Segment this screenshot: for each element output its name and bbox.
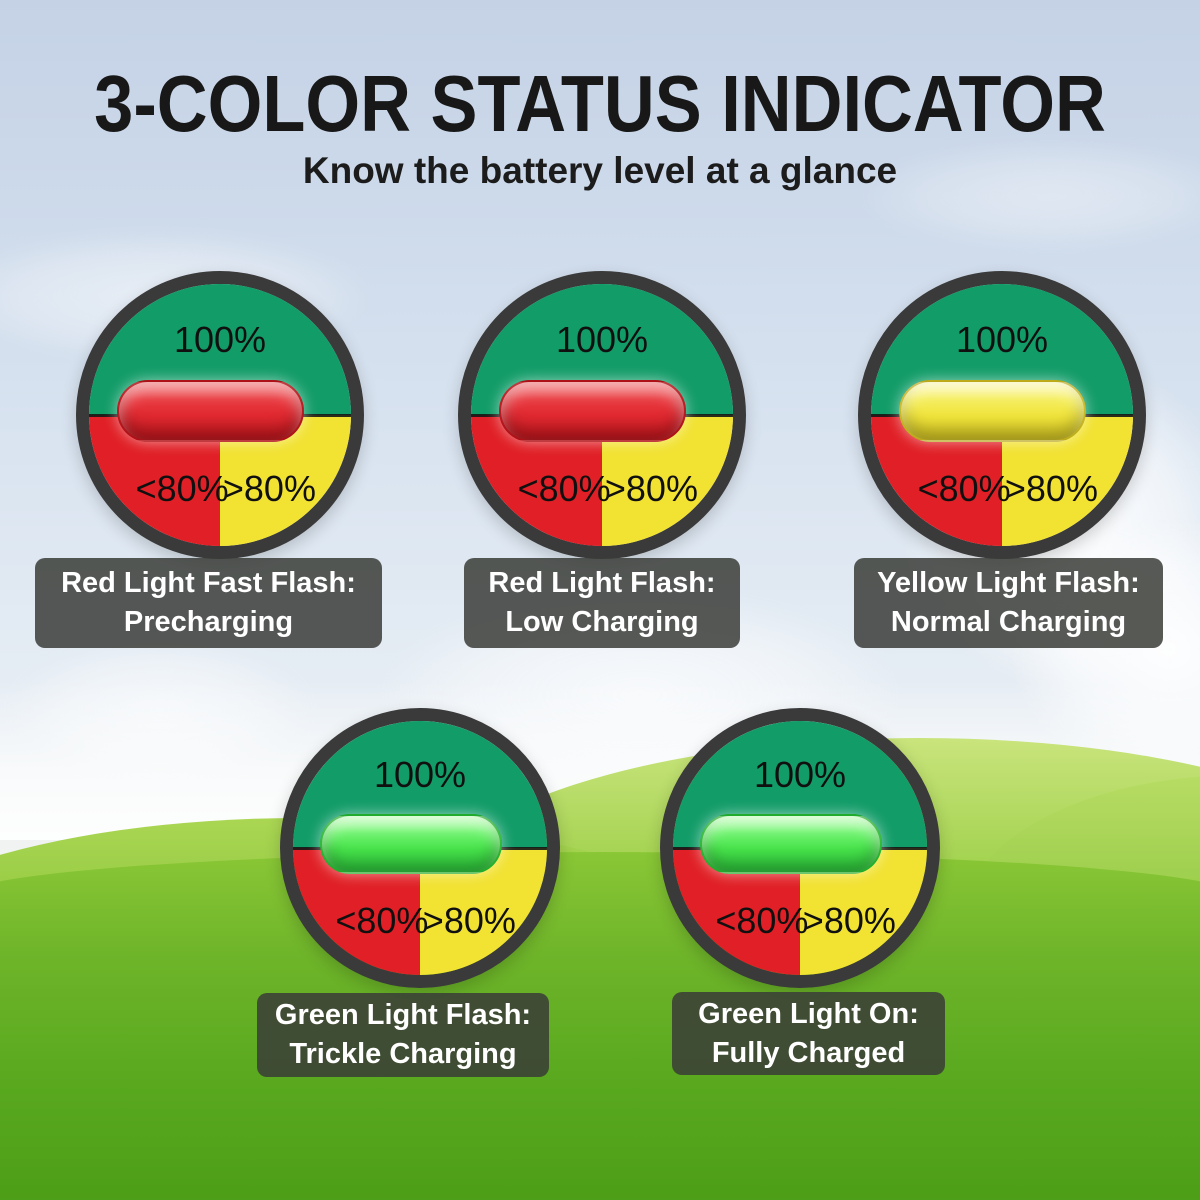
caption-line1: Red Light Flash: bbox=[488, 567, 716, 600]
led-pill bbox=[699, 813, 882, 875]
dial-label-below80: <80% bbox=[715, 899, 809, 941]
indicator-dial-low-charging: 100% <80% >80% bbox=[458, 271, 746, 559]
dial-label-below80: <80% bbox=[517, 468, 611, 510]
dial-label-above80: >80% bbox=[802, 899, 896, 941]
page-subtitle: Know the battery level at a glance bbox=[302, 150, 898, 191]
indicator-dial-trickle-charging: 100% <80% >80% bbox=[280, 708, 560, 988]
dial-label-100: 100% bbox=[555, 318, 649, 360]
led-pill bbox=[898, 379, 1086, 443]
dial-label-below80: <80% bbox=[335, 899, 429, 941]
caption-line2: Low Charging bbox=[505, 606, 699, 638]
dial-label-100: 100% bbox=[753, 754, 847, 796]
indicator-dial-fully-charged: 100% <80% >80% bbox=[660, 708, 940, 988]
dial-label-above80: >80% bbox=[422, 899, 516, 941]
led-pill bbox=[498, 379, 686, 443]
caption-line2: Normal Charging bbox=[890, 606, 1127, 638]
caption-line2: Trickle Charging bbox=[289, 1038, 517, 1070]
cloud bbox=[860, 140, 1200, 250]
dial-label-below80: <80% bbox=[917, 468, 1011, 510]
dial-label-100: 100% bbox=[173, 318, 267, 360]
dial-label-above80: >80% bbox=[222, 468, 316, 510]
dial-label-100: 100% bbox=[955, 318, 1049, 360]
caption-line1: Red Light Fast Flash: bbox=[61, 567, 356, 600]
caption-precharging: Red Light Fast Flash: Precharging bbox=[35, 558, 382, 648]
caption-low-charging: Red Light Flash: Low Charging bbox=[464, 558, 740, 648]
caption-normal-charging: Yellow Light Flash: Normal Charging bbox=[854, 558, 1163, 648]
caption-line1: Yellow Light Flash: bbox=[877, 567, 1140, 600]
page-title: 3-COLOR STATUS INDICATOR bbox=[94, 59, 1106, 148]
dial-label-above80: >80% bbox=[604, 468, 698, 510]
caption-line1: Green Light Flash: bbox=[274, 999, 532, 1032]
dial-label-100: 100% bbox=[373, 754, 467, 796]
caption-trickle-charging: Green Light Flash: Trickle Charging bbox=[257, 993, 549, 1077]
grass-foreground bbox=[0, 852, 1200, 1200]
led-pill bbox=[319, 813, 502, 875]
indicator-dial-normal-charging: 100% <80% >80% bbox=[858, 271, 1146, 559]
caption-line2: Fully Charged bbox=[711, 1036, 906, 1069]
caption-line2: Precharging bbox=[123, 606, 294, 638]
led-pill bbox=[116, 379, 304, 443]
dial-label-below80: <80% bbox=[135, 468, 229, 510]
caption-fully-charged: Green Light On: Fully Charged bbox=[672, 992, 945, 1075]
caption-line1: Green Light On: bbox=[698, 997, 919, 1030]
dial-label-above80: >80% bbox=[1004, 468, 1098, 510]
indicator-dial-precharging: 100% <80% >80% bbox=[76, 271, 364, 559]
